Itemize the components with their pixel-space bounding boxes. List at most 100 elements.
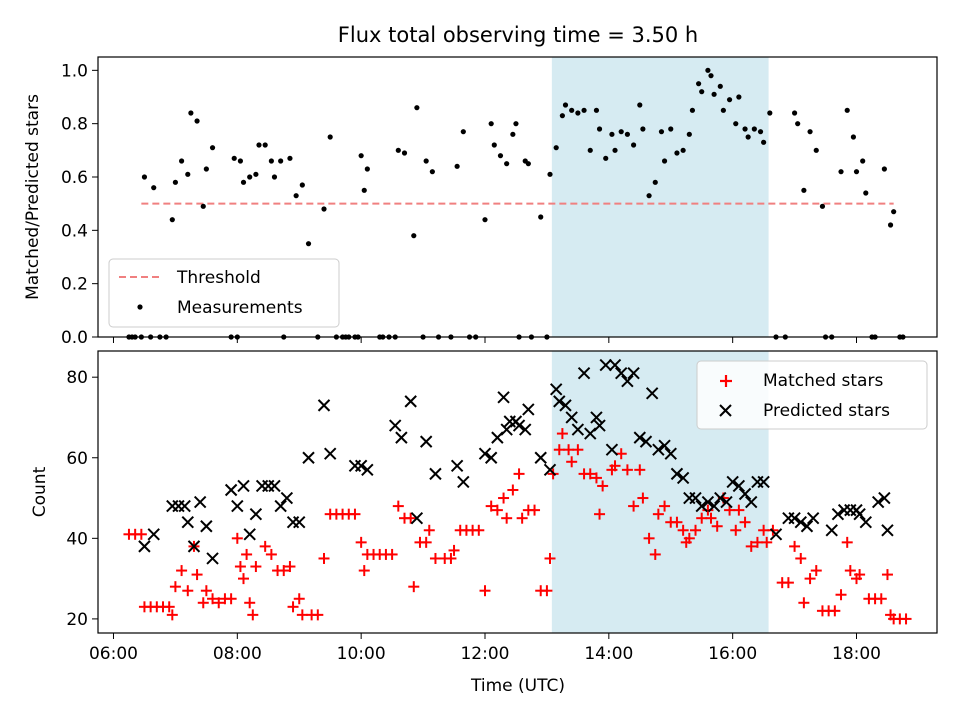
measurement-point: [891, 209, 897, 215]
measurement-point: [603, 155, 609, 161]
matched-star-point: [200, 585, 212, 597]
measurement-point: [411, 233, 417, 239]
predicted-star-point: [410, 511, 424, 525]
predicted-star-point: [633, 431, 646, 444]
predicted-x-b: [181, 516, 194, 529]
predicted-x-b: [608, 358, 622, 372]
matched-star-point: [247, 609, 259, 621]
predicted-x-b: [621, 375, 634, 388]
predicted-x-b: [639, 435, 653, 448]
predicted-x-b: [800, 520, 814, 533]
matched-star-point: [166, 609, 178, 621]
predicted-star-point: [608, 358, 622, 372]
measurement-point: [240, 179, 247, 185]
measurement-point: [209, 145, 216, 151]
predicted-x-b: [519, 423, 532, 436]
predicted-star-point: [237, 479, 250, 493]
matched-star-point: [677, 524, 689, 536]
measurement-point: [624, 131, 631, 137]
matched-star-point: [844, 565, 856, 577]
predicted-x-b: [664, 447, 677, 460]
matched-star-point: [405, 512, 417, 524]
matched-star-point: [287, 601, 299, 613]
matched-star-point: [234, 561, 246, 573]
measurement-point: [203, 166, 209, 172]
matched-star-point: [690, 524, 702, 536]
matched-star-point: [730, 524, 742, 536]
predicted-star-point: [419, 435, 433, 448]
matched-star-point: [609, 460, 621, 472]
matched-star-point: [563, 444, 575, 456]
predicted-star-point: [782, 511, 795, 525]
predicted-star-point: [323, 447, 337, 460]
matched-star-point: [392, 500, 404, 512]
measurement-point: [791, 110, 798, 116]
measurement-point: [795, 121, 801, 127]
predicted-star-point: [853, 507, 866, 521]
predicted-star-point: [497, 391, 510, 404]
matched-star-point: [429, 552, 441, 564]
matched-star-point: [176, 565, 188, 577]
matched-star-point: [881, 569, 893, 581]
matched-star-point: [485, 500, 497, 512]
measurement-point: [637, 102, 643, 108]
predicted-x-b: [224, 483, 238, 497]
predicted-x-b: [178, 499, 191, 513]
predicted-star-point: [621, 375, 634, 388]
predicted-x-b: [593, 419, 606, 432]
measurement-point: [612, 147, 618, 153]
predicted-x-b: [605, 443, 619, 456]
measurement-point: [686, 131, 692, 137]
measurement-point: [708, 73, 714, 79]
matched-star-point: [652, 508, 664, 520]
measurement-point: [262, 142, 268, 148]
x-tick-label: 18:00: [832, 644, 881, 664]
matched-star-point: [829, 605, 841, 617]
measurement-point: [553, 145, 559, 151]
matched-star-point: [191, 569, 203, 581]
measurement-point: [327, 134, 333, 140]
matched-star-point: [225, 593, 237, 605]
matched-star-point: [349, 508, 361, 520]
measurement-point: [881, 166, 887, 172]
predicted-star-point: [457, 475, 470, 489]
measurement-point: [178, 158, 185, 164]
predicted-star-point: [689, 491, 702, 505]
matched-star-point: [702, 504, 714, 516]
top-y-ticks: 0.0 0.2 0.4 0.6 0.8 1.0: [61, 61, 98, 348]
predicted-x-b: [871, 495, 885, 509]
measurement-point: [646, 193, 652, 199]
measurement-point: [887, 222, 894, 228]
predicted-star-point: [478, 447, 492, 460]
predicted-star-point: [522, 403, 535, 416]
bottom-y-tick-label: 80: [66, 368, 88, 388]
matched-star-point: [213, 597, 225, 609]
measurement-point: [711, 91, 717, 97]
matched-star-point: [278, 565, 290, 577]
predicted-star-point: [274, 499, 287, 513]
predicted-legend-swatch: [719, 404, 732, 417]
matched-star-point: [507, 484, 519, 496]
threshold-legend-label: Threshold: [176, 268, 261, 288]
matched-star-point: [683, 532, 695, 544]
x-tick-label: 16:00: [708, 644, 757, 664]
measurement-point: [358, 153, 364, 159]
matched-star-point: [513, 468, 525, 480]
measurement-point: [151, 185, 157, 191]
measurement-point: [562, 102, 569, 108]
predicted-x-b: [200, 520, 213, 533]
predicted-star-point: [565, 411, 578, 424]
predicted-star-point: [361, 463, 374, 477]
predicted-star-point: [590, 411, 603, 424]
top-y-tick-label: 1.0: [61, 61, 88, 81]
measurement-point: [414, 105, 420, 111]
matched-star-point: [498, 492, 510, 504]
measurement-point: [401, 150, 408, 156]
predicted-star-point: [645, 387, 659, 400]
predicted-star-point: [231, 499, 244, 513]
matched-star-point: [810, 565, 822, 577]
measurement-point: [268, 158, 274, 164]
measurement-point: [256, 142, 262, 148]
matched-star-point: [541, 585, 553, 597]
predicted-x-b: [794, 516, 807, 529]
